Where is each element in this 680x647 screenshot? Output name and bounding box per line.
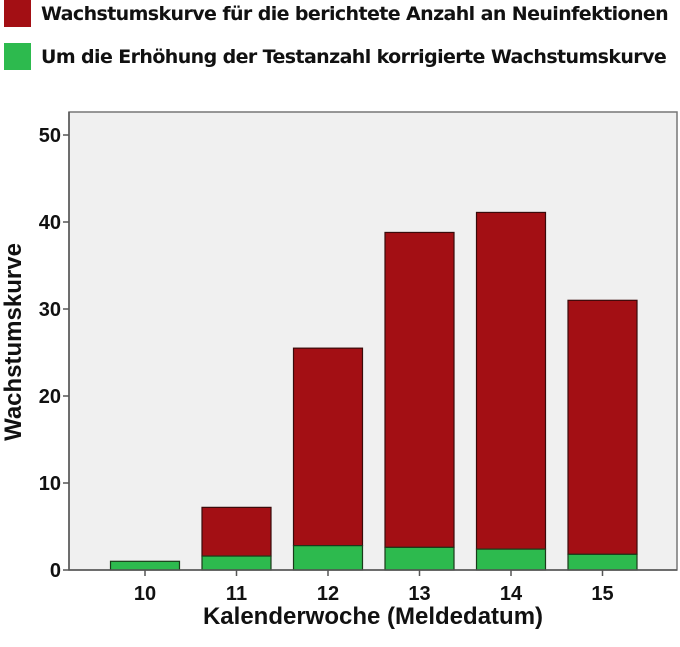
legend-swatch-red	[4, 0, 31, 27]
bar-corrected-kw13	[384, 546, 455, 571]
x-tick-label: 15	[591, 583, 613, 605]
y-tick-label: 20	[39, 386, 61, 408]
y-axis-label: Wachstumskurve	[0, 243, 27, 441]
bar-reported-kw12	[292, 347, 364, 547]
y-tick-label: 30	[39, 299, 61, 321]
bar-corrected-kw11	[201, 555, 272, 571]
bar-reported-kw14	[475, 211, 547, 550]
legend-item-corrected: Um die Erhöhung der Testanzahl korrigier…	[4, 43, 667, 70]
bar-corrected-kw14	[475, 548, 547, 571]
bar-reported-kw13	[384, 231, 455, 548]
legend-swatch-green	[4, 43, 31, 70]
bar-corrected-kw10	[109, 560, 181, 571]
bar-corrected-kw12	[292, 545, 364, 571]
x-tick-label: 13	[408, 583, 430, 605]
x-tick-label: 14	[500, 583, 523, 605]
y-tick-label: 40	[39, 212, 61, 234]
y-tick-label: 10	[39, 473, 61, 495]
legend-label-corrected: Um die Erhöhung der Testanzahl korrigier…	[41, 45, 667, 68]
bar-corrected-kw15	[567, 553, 638, 571]
x-axis-label: Kalenderwoche (Meldedatum)	[202, 603, 544, 630]
x-tick-label: 10	[134, 583, 156, 605]
bars-group	[109, 211, 638, 571]
bar-reported-kw11	[201, 506, 272, 557]
bar-reported-kw15	[567, 299, 638, 555]
x-tick-label: 12	[317, 583, 339, 605]
legend-label-reported: Wachstumskurve für die berichtete Anzahl…	[41, 2, 669, 25]
y-tick-label: 0	[50, 560, 61, 582]
x-axis: 10 11 12 13 14 15	[69, 569, 677, 605]
y-axis: 0 10 20 30 40 50	[39, 112, 70, 582]
x-tick-label: 11	[226, 583, 247, 605]
legend-item-reported: Wachstumskurve für die berichtete Anzahl…	[4, 0, 669, 27]
chart-legend: Wachstumskurve für die berichtete Anzahl…	[0, 0, 680, 80]
y-tick-label: 50	[39, 125, 61, 147]
